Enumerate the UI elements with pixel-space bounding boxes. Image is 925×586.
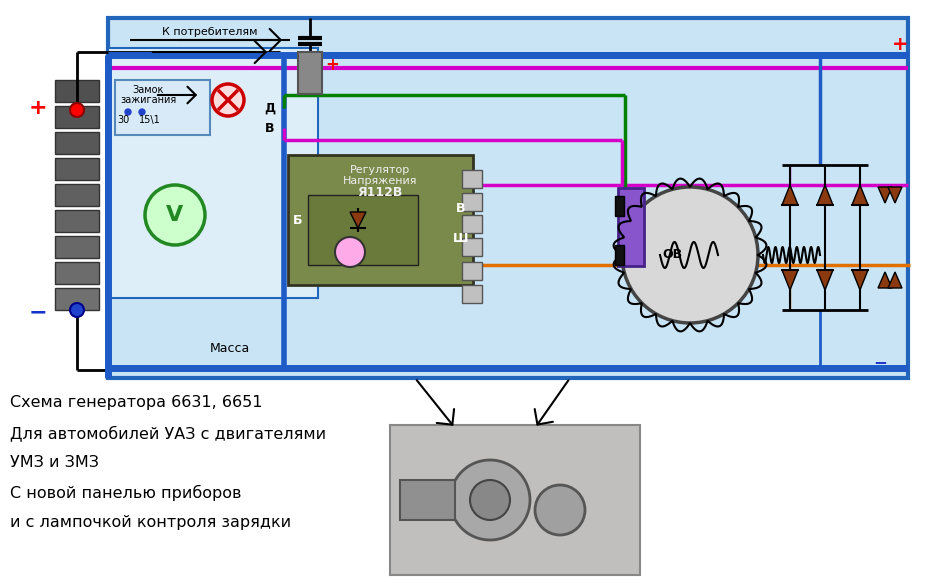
Bar (298, 52, 322, 94)
Text: Д: Д (265, 101, 276, 114)
Polygon shape (888, 187, 902, 203)
Bar (288, 155, 473, 285)
Circle shape (535, 485, 585, 535)
Bar (615, 245, 624, 265)
Circle shape (139, 109, 145, 115)
Polygon shape (817, 185, 833, 205)
Bar (615, 196, 624, 216)
Bar (55, 158, 99, 180)
Text: ОВ: ОВ (662, 248, 682, 261)
Circle shape (212, 84, 244, 116)
Bar (55, 184, 99, 206)
Text: V: V (166, 205, 184, 225)
Polygon shape (852, 185, 868, 205)
Bar (108, 48, 318, 298)
Circle shape (622, 187, 758, 323)
Text: зажигания: зажигания (120, 95, 176, 105)
Bar (55, 288, 99, 310)
Text: Замок: Замок (132, 85, 164, 95)
Bar (55, 210, 99, 232)
Text: 15\1: 15\1 (139, 115, 161, 125)
Text: Схема генератора 6631, 6651: Схема генератора 6631, 6651 (10, 395, 263, 410)
Bar (618, 188, 644, 266)
Text: Регулятор: Регулятор (350, 165, 410, 175)
Circle shape (335, 237, 365, 267)
Text: −: − (873, 353, 887, 371)
Text: Для автомобилей УАЗ с двигателями: Для автомобилей УАЗ с двигателями (10, 425, 327, 441)
Text: и с лампочкой контроля зарядки: и с лампочкой контроля зарядки (10, 515, 291, 530)
Text: В: В (265, 121, 275, 135)
Bar (55, 236, 99, 258)
Text: Ш: Ш (453, 231, 469, 244)
Bar (115, 80, 210, 135)
Bar (390, 425, 640, 575)
Circle shape (470, 480, 510, 520)
Text: Напряжения: Напряжения (343, 176, 417, 186)
Bar (462, 215, 482, 233)
Circle shape (450, 460, 530, 540)
Text: Я112В: Я112В (357, 186, 402, 199)
Text: К потребителям: К потребителям (162, 27, 258, 37)
Bar (55, 132, 99, 154)
Text: Масса: Масса (210, 342, 250, 355)
Polygon shape (350, 212, 366, 228)
Polygon shape (852, 270, 868, 290)
Circle shape (145, 185, 205, 245)
Text: +: + (325, 56, 339, 74)
Bar (462, 262, 482, 280)
Polygon shape (782, 185, 798, 205)
Text: С новой панелью приборов: С новой панелью приборов (10, 485, 241, 501)
Circle shape (125, 109, 131, 115)
Polygon shape (817, 270, 833, 290)
Text: УМЗ и ЗМЗ: УМЗ и ЗМЗ (10, 455, 99, 470)
Text: +: + (892, 36, 908, 54)
Polygon shape (782, 270, 798, 290)
Text: 30: 30 (117, 115, 130, 125)
Bar (308, 195, 418, 265)
Polygon shape (878, 272, 892, 288)
Bar (400, 480, 455, 520)
Polygon shape (888, 272, 902, 288)
Bar (462, 285, 482, 303)
Polygon shape (878, 187, 892, 203)
Bar (108, 18, 908, 378)
Text: Б: Б (293, 213, 302, 227)
Text: +: + (29, 98, 47, 118)
Text: В: В (456, 202, 466, 214)
Circle shape (70, 103, 84, 117)
Bar (462, 170, 482, 188)
Bar (55, 106, 99, 128)
Circle shape (70, 303, 84, 317)
Bar (462, 193, 482, 211)
Bar (55, 262, 99, 284)
Text: −: − (29, 302, 47, 322)
Bar (55, 80, 99, 102)
Bar (462, 238, 482, 256)
